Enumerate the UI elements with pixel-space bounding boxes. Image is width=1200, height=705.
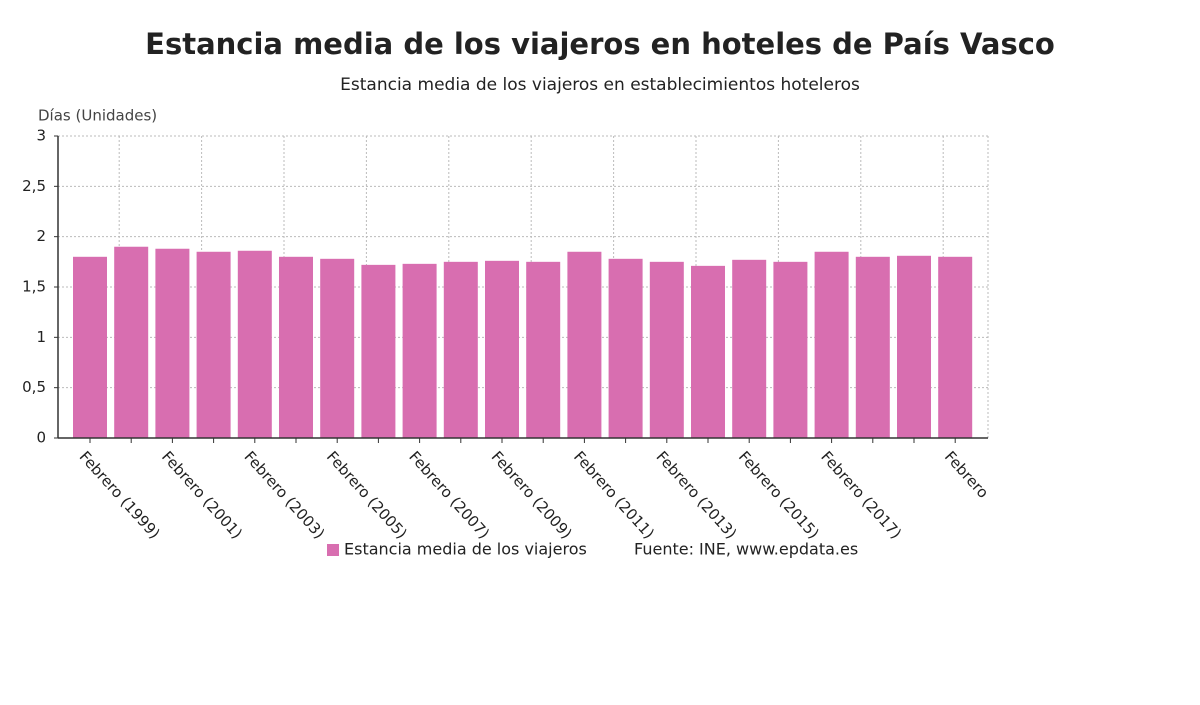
bar <box>114 246 149 438</box>
bar <box>526 261 561 438</box>
y-tick-label: 0 <box>36 429 46 447</box>
bar <box>608 258 643 438</box>
bar <box>361 264 396 438</box>
y-tick-label: 2,5 <box>22 177 46 195</box>
bar <box>814 251 849 438</box>
bar <box>237 250 272 438</box>
x-tick-label: Febrero (2001) <box>158 448 246 543</box>
bar <box>773 261 808 438</box>
y-tick-label: 3 <box>36 127 46 145</box>
legend-swatch <box>327 544 339 556</box>
bar <box>320 258 355 438</box>
x-tick-label: Febrero (1999) <box>76 448 164 543</box>
x-tick-label: Febrero (2017) <box>817 448 905 543</box>
x-tick-label: Febrero <box>941 448 992 502</box>
y-tick-label: 0,5 <box>22 378 46 396</box>
bar <box>897 255 931 438</box>
x-tick-label: Febrero (2003) <box>240 448 328 543</box>
bar <box>155 248 190 438</box>
chart-subtitle: Estancia media de los viajeros en establ… <box>340 75 860 95</box>
bar <box>73 256 107 438</box>
bar <box>732 259 767 438</box>
y-tick-label: 1,5 <box>22 278 46 296</box>
bar <box>691 265 725 438</box>
bar <box>567 251 602 438</box>
bar <box>402 263 437 438</box>
chart-title: Estancia media de los viajeros en hotele… <box>145 27 1055 61</box>
bar <box>443 261 478 438</box>
bar <box>938 256 973 438</box>
bar <box>649 261 684 438</box>
y-axis-label: Días (Unidades) <box>38 107 157 125</box>
x-tick-label: Febrero (2011) <box>570 448 658 543</box>
bar <box>196 251 231 438</box>
x-tick-label: Febrero (2013) <box>652 448 740 543</box>
y-tick-label: 2 <box>36 227 46 245</box>
bar <box>279 256 313 438</box>
bar <box>485 260 519 438</box>
x-tick-label: Febrero (2007) <box>405 448 493 543</box>
legend-label: Estancia media de los viajeros <box>344 540 587 559</box>
x-tick-label: Febrero (2009) <box>488 448 576 543</box>
source: Fuente: INE, www.epdata.es <box>634 540 858 559</box>
x-tick-label: Febrero (2005) <box>323 448 411 543</box>
x-tick-label: Febrero (2015) <box>735 448 823 543</box>
y-tick-label: 1 <box>36 328 46 346</box>
bar <box>855 256 890 438</box>
